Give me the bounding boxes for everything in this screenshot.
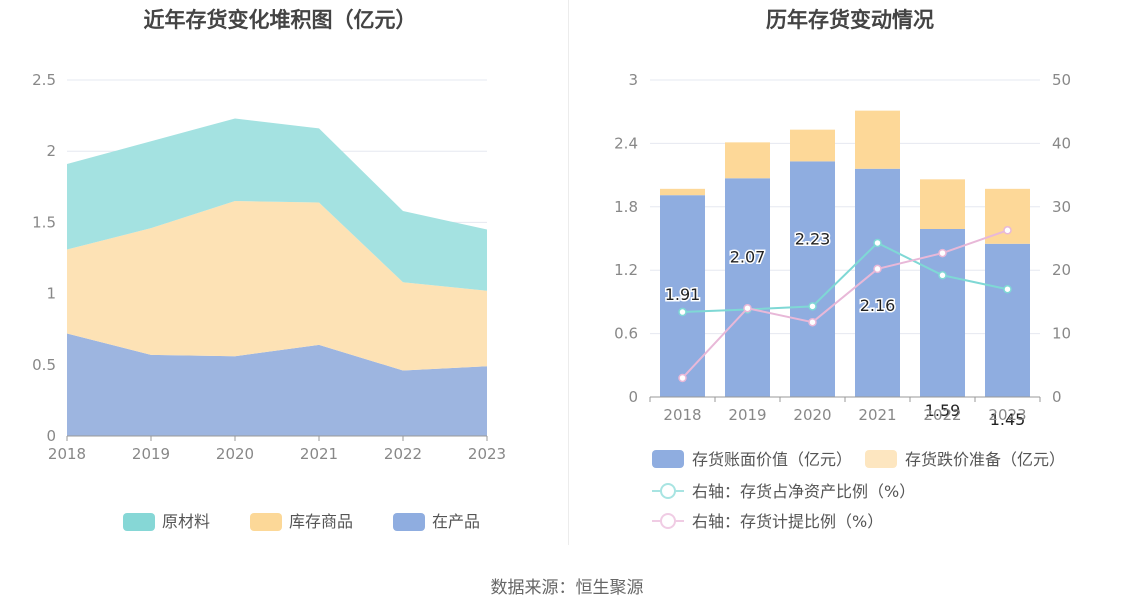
- y-tick-label: 1.2: [614, 261, 638, 279]
- legend-label: 右轴：存货占净资产比例（%）: [692, 482, 915, 501]
- line-point: [873, 238, 882, 248]
- x-tick-label: 2023: [468, 445, 506, 463]
- stacked-area-chart: 0 0.5 1 1.5 2 2.5 2018 2019 2020 2021 2022 2023 原材料 库…: [32, 71, 506, 531]
- line-point: [678, 373, 687, 383]
- bar-data-label: 2.23: [795, 229, 831, 248]
- line-point: [873, 264, 882, 274]
- line-point: [1003, 226, 1012, 235]
- x-tick-label: 2021: [858, 406, 896, 424]
- legend-swatch-point: [660, 483, 676, 499]
- legend-swatch-point: [660, 513, 676, 529]
- bar-book-value: [985, 243, 1030, 397]
- bar-data-label: 1.59: [925, 401, 961, 420]
- right-chart-title: 历年存货变动情况: [766, 8, 934, 32]
- y2-tick-label: 30: [1052, 198, 1071, 216]
- y-tick-label: 0.5: [32, 356, 56, 374]
- line-point: [938, 271, 947, 280]
- bar-data-label: 1.45: [990, 410, 1026, 429]
- x-tick-label: 2019: [728, 406, 766, 424]
- x-tick-label: 2019: [132, 445, 170, 463]
- y-tick-label: 1.5: [32, 213, 56, 231]
- bar-data-label: 2.16: [860, 296, 896, 315]
- line-point: [743, 303, 752, 313]
- y-tick-label: 0.6: [614, 325, 638, 343]
- line-series: [681, 229, 1008, 379]
- bar-data-label: 1.91: [665, 285, 701, 304]
- bar-impairment-reserve: [790, 129, 835, 162]
- y2-tick-label: 0: [1052, 388, 1062, 406]
- y2-tick-label: 20: [1052, 261, 1071, 279]
- y2-tick-label: 40: [1052, 134, 1071, 152]
- legend-swatch: [123, 513, 155, 531]
- y2-tick-label: 10: [1052, 325, 1071, 343]
- bar-book-value: [725, 178, 770, 397]
- legend-label: 存货跌价准备（亿元）: [905, 450, 1065, 469]
- line-point: [808, 317, 817, 327]
- chart-divider: [568, 0, 569, 545]
- y-tick-label: 2.4: [614, 134, 638, 152]
- legend-label: 在产品: [432, 512, 480, 531]
- x-tick-label: 2018: [48, 445, 86, 463]
- line-point: [938, 248, 947, 258]
- line-point: [678, 307, 687, 317]
- bar-line-chart: 00.61.21.82.43010203040501.912.072.232.1…: [614, 71, 1071, 531]
- y-tick-label: 3: [628, 71, 638, 89]
- legend-label: 存货账面价值（亿元）: [692, 450, 852, 469]
- x-tick-label: 2018: [663, 406, 701, 424]
- legend-swatch: [865, 450, 897, 468]
- legend-label: 原材料: [162, 512, 210, 531]
- line-series: [682, 241, 1008, 314]
- y-tick-label: 2.5: [32, 71, 56, 89]
- x-tick-label: 2020: [216, 445, 254, 463]
- y-tick-label: 0: [628, 388, 638, 406]
- legend-swatch: [652, 450, 684, 468]
- left-chart-title: 近年存货变化堆积图（亿元）: [143, 8, 417, 32]
- y-tick-label: 2: [46, 142, 56, 160]
- y-tick-label: 1.8: [614, 198, 638, 216]
- line-point: [1003, 284, 1012, 294]
- x-tick-label: 2021: [300, 445, 338, 463]
- bar-book-value: [855, 168, 900, 397]
- y-tick-label: 0: [46, 427, 56, 445]
- bar-book-value: [660, 195, 705, 397]
- legend-swatch: [393, 513, 425, 531]
- bar-book-value: [790, 161, 835, 397]
- line-point: [808, 302, 817, 311]
- x-tick-label: 2022: [923, 406, 961, 424]
- area-在产品: [67, 333, 487, 436]
- bar-impairment-reserve: [725, 142, 770, 179]
- area-原材料: [67, 118, 487, 291]
- area-库存商品: [67, 201, 487, 371]
- data-source: 数据来源：恒生聚源: [490, 578, 644, 598]
- legend-label: 库存商品: [289, 512, 353, 531]
- x-tick-label: 2022: [384, 445, 422, 463]
- x-tick-label: 2023: [988, 406, 1026, 424]
- bar-impairment-reserve: [660, 188, 705, 196]
- x-tick-label: 2020: [793, 406, 831, 424]
- bar-impairment-reserve: [855, 110, 900, 169]
- bar-impairment-reserve: [920, 179, 965, 229]
- legend-swatch: [250, 513, 282, 531]
- bar-data-label: 2.07: [730, 247, 766, 266]
- legend-label: 右轴：存货计提比例（%）: [692, 512, 883, 531]
- y-tick-label: 1: [46, 285, 56, 303]
- y2-tick-label: 50: [1052, 71, 1071, 89]
